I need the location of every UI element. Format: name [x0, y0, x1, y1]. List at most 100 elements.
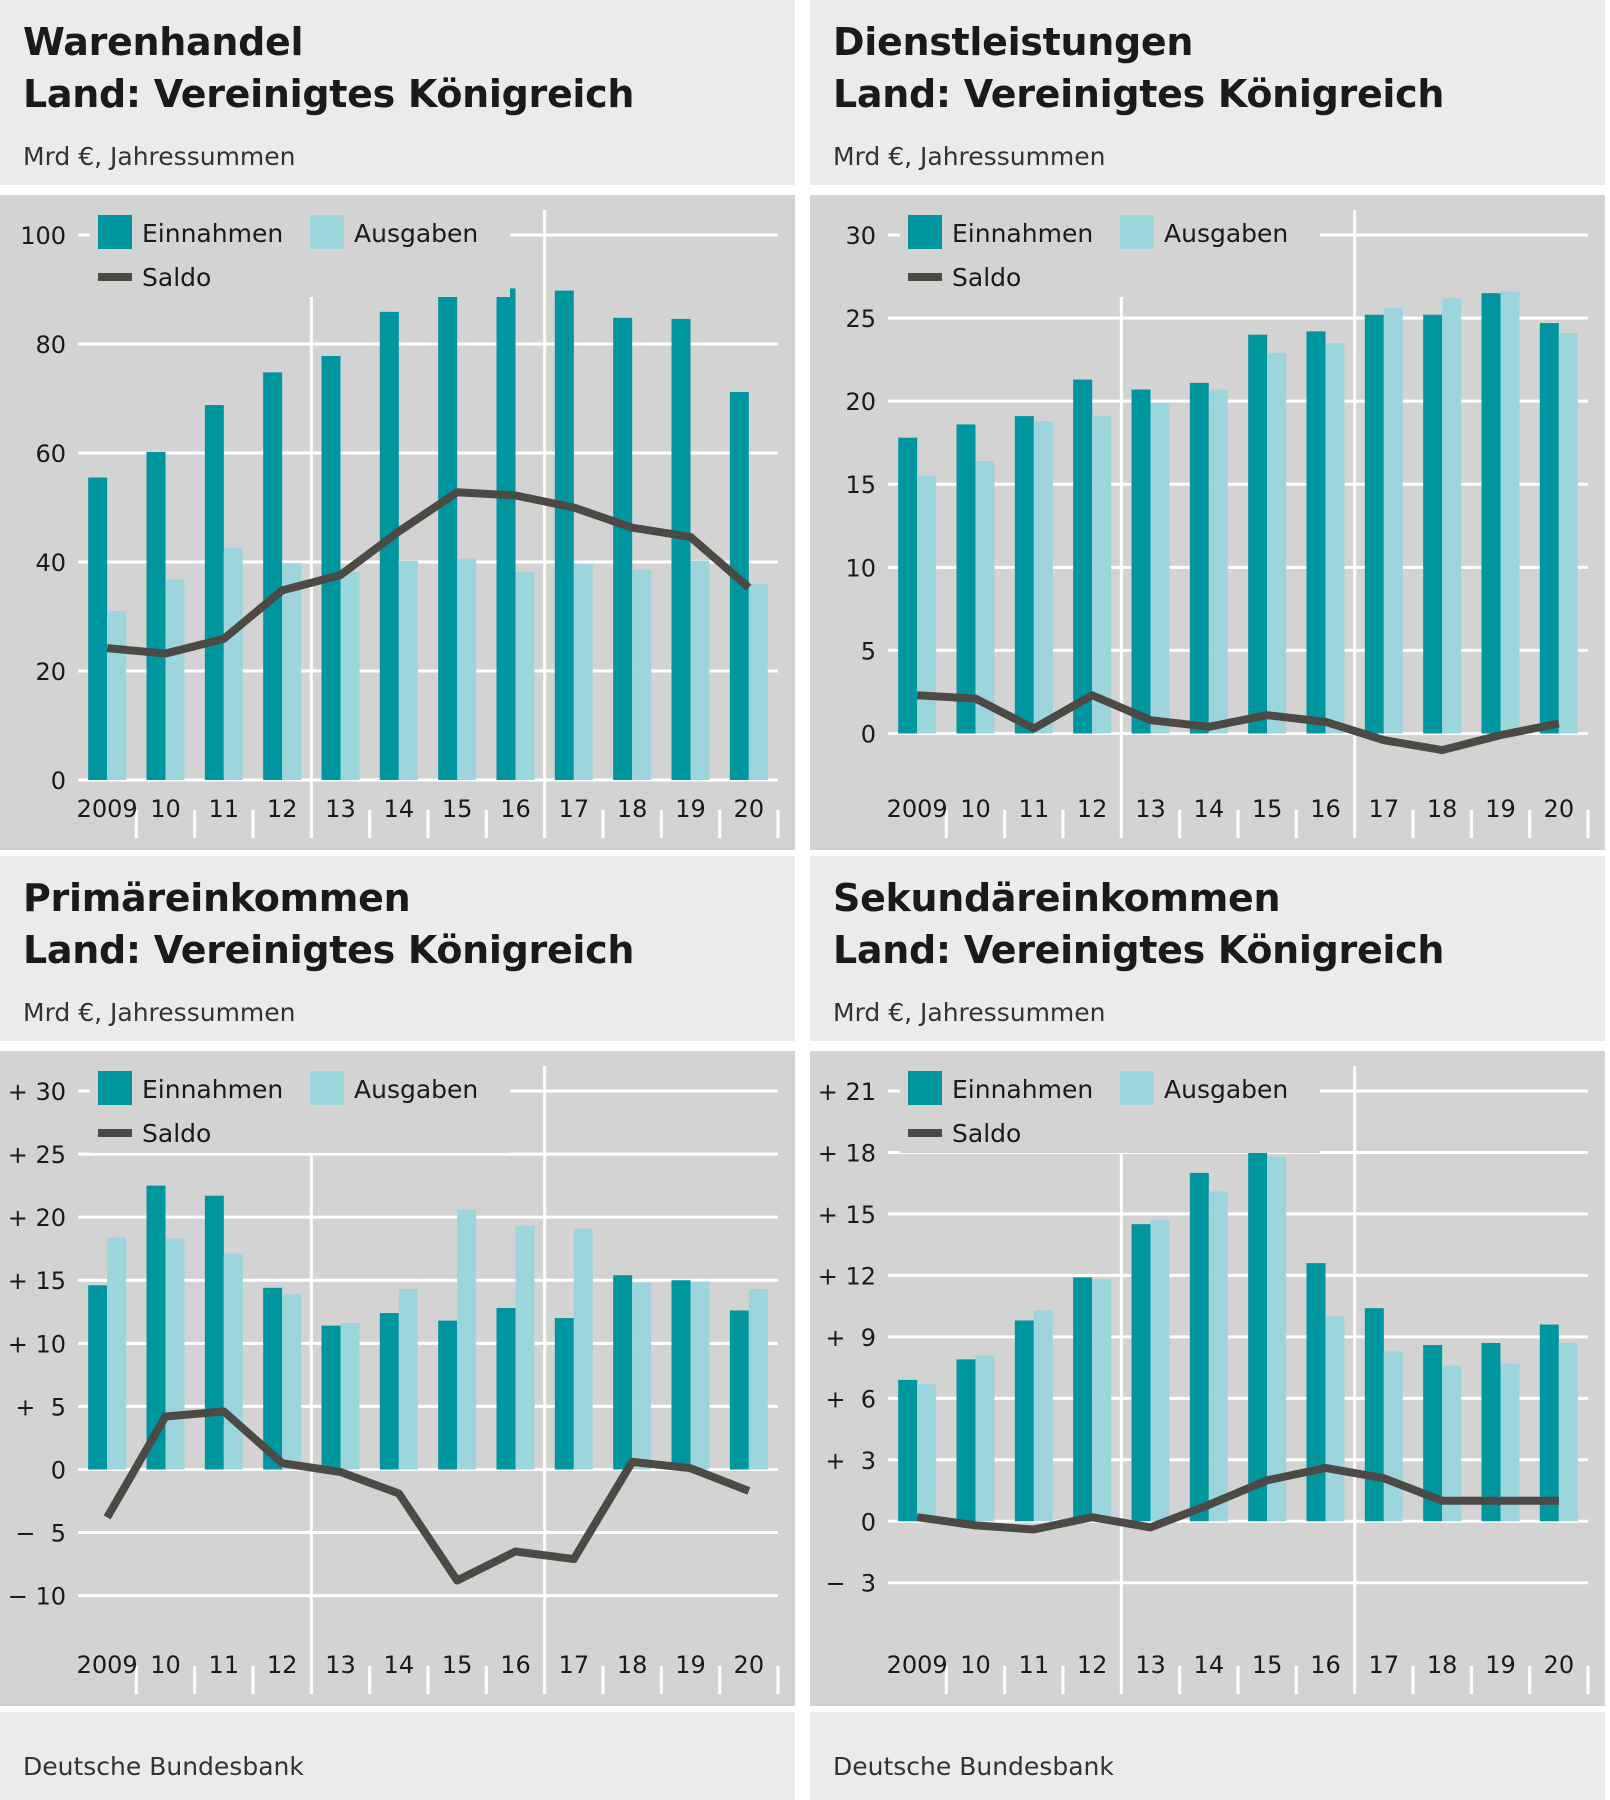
bar-ausgaben	[398, 560, 418, 780]
x-tick-label: 18	[617, 1651, 648, 1679]
bar-ausgaben	[632, 569, 652, 780]
bar-einnahmen	[263, 372, 283, 780]
bar-ausgaben	[1208, 1191, 1228, 1522]
chart-unit: Mrd €, Jahressummen	[23, 998, 296, 1027]
chart-title-line2: Land: Vereinigtes Königreich	[23, 72, 635, 116]
y-tick-label: − 3	[825, 1570, 876, 1598]
bar-ausgaben	[1150, 1220, 1170, 1522]
bar-einnahmen	[1189, 1172, 1209, 1522]
bar-ausgaben	[165, 1238, 185, 1470]
y-tick-label: + 5	[15, 1393, 66, 1421]
x-tick-label: 16	[1310, 1651, 1341, 1679]
bar-einnahmen	[1481, 293, 1501, 734]
y-tick-label: 0	[51, 1456, 66, 1484]
x-tick-label: 19	[675, 795, 706, 823]
legend-label-saldo: Saldo	[142, 1119, 211, 1148]
x-tick-label: 12	[1077, 795, 1108, 823]
bar-ausgaben	[457, 1209, 477, 1470]
bar-ausgaben	[632, 1282, 652, 1470]
chart-title: Dienstleistungen Land: Vereinigtes König…	[833, 16, 1444, 120]
bar-einnahmen	[613, 317, 633, 780]
bar-ausgaben	[107, 611, 127, 780]
y-tick-label: 80	[35, 331, 66, 359]
bar-einnahmen	[1073, 1277, 1093, 1522]
bar-einnahmen	[1539, 323, 1559, 734]
bar-einnahmen	[1364, 1308, 1384, 1522]
bar-einnahmen	[1306, 331, 1326, 734]
legend-label-einnahmen: Einnahmen	[142, 1075, 283, 1104]
y-tick-label: + 18	[818, 1139, 876, 1167]
x-tick-label: 19	[1485, 795, 1516, 823]
bar-ausgaben	[1267, 352, 1287, 734]
x-tick-label: 10	[150, 795, 181, 823]
bar-einnahmen	[956, 1359, 976, 1522]
y-tick-label: 0	[861, 720, 876, 748]
x-tick-label: 18	[1427, 795, 1458, 823]
chart-warenhandel: 0 20 40 60 80 100 2009 10 11 12 13 14 15 16 17 18 19 20 Ei…	[20, 205, 780, 838]
y-tick-label: + 3	[825, 1447, 876, 1475]
bar-einnahmen	[379, 311, 399, 780]
y-tick-label: 40	[35, 549, 66, 577]
bar-einnahmen	[321, 355, 341, 780]
x-tick-label: 13	[325, 1651, 356, 1679]
legend-swatch-einnahmen	[98, 215, 132, 249]
y-tick-label: 100	[20, 222, 66, 250]
bar-ausgaben	[1558, 1343, 1578, 1522]
chart-unit: Mrd €, Jahressummen	[23, 142, 296, 171]
bar-ausgaben	[917, 475, 937, 734]
x-tick-label: 13	[1135, 1651, 1166, 1679]
saldo-line	[106, 488, 752, 658]
footer-left: Deutsche Bundesbank	[0, 1712, 795, 1800]
bar-ausgaben	[573, 1228, 593, 1470]
bar-einnahmen	[1073, 379, 1093, 734]
x-tick-label: 2009	[77, 1651, 138, 1679]
bar-einnahmen	[88, 1285, 108, 1470]
bar-ausgaben	[1208, 389, 1228, 734]
bar-einnahmen	[956, 424, 976, 734]
y-tick-label: 0	[861, 1508, 876, 1536]
legend-swatch-ausgaben	[310, 215, 344, 249]
y-tick-label: 20	[35, 658, 66, 686]
y-tick-label: 60	[35, 440, 66, 468]
legend-label-saldo: Saldo	[952, 1119, 1021, 1148]
x-tick-label: 11	[1019, 795, 1050, 823]
x-tick-label: 18	[617, 795, 648, 823]
source-label: Deutsche Bundesbank	[23, 1752, 304, 1781]
panel-header: Warenhandel Land: Vereinigtes Königreich…	[0, 0, 795, 185]
y-tick-label: + 15	[818, 1201, 876, 1229]
legend-label-einnahmen: Einnahmen	[952, 219, 1093, 248]
plot-area: 0 20 40 60 80 100 2009 10 11 12 13 14 15 16 17 18 19 20 Ei…	[0, 195, 795, 850]
bar-einnahmen	[1423, 1345, 1443, 1522]
bar-ausgaben	[1033, 1310, 1053, 1522]
bar-ausgaben	[340, 1323, 360, 1470]
panel-header: Sekundäreinkommen Land: Vereinigtes Köni…	[810, 856, 1605, 1041]
x-tick-label: 12	[1077, 1651, 1108, 1679]
x-tick-label: 16	[500, 1651, 531, 1679]
x-tick-label: 20	[734, 795, 765, 823]
bar-ausgaben	[1558, 333, 1578, 734]
panel-header: Dienstleistungen Land: Vereinigtes König…	[810, 0, 1605, 185]
x-tick-label: 12	[267, 795, 298, 823]
bar-ausgaben	[748, 584, 768, 780]
bar-ausgaben	[690, 560, 710, 780]
legend-swatch-einnahmen	[908, 1071, 942, 1105]
saldo-line	[916, 691, 1560, 755]
chart-title-line1: Sekundäreinkommen	[833, 876, 1281, 920]
chart-title-line1: Primäreinkommen	[23, 876, 411, 920]
bar-ausgaben	[223, 547, 243, 780]
bar-ausgaben	[282, 563, 302, 780]
legend-label-ausgaben: Ausgaben	[354, 1075, 478, 1104]
bar-einnahmen	[263, 1287, 283, 1470]
y-tick-label: + 30	[8, 1078, 66, 1106]
bar-ausgaben	[1150, 402, 1170, 734]
bar-ausgaben	[515, 1225, 535, 1470]
y-tick-label: 5	[861, 637, 876, 665]
chart-title-line2: Land: Vereinigtes Königreich	[23, 928, 635, 972]
bar-einnahmen	[204, 1195, 224, 1470]
chart-title-line2: Land: Vereinigtes Königreich	[833, 72, 1445, 116]
x-tick-label: 16	[1310, 795, 1341, 823]
bar-ausgaben	[1442, 298, 1462, 734]
x-tick-label: 15	[442, 1651, 473, 1679]
x-tick-label: 20	[1544, 1651, 1575, 1679]
bar-einnahmen	[671, 1280, 691, 1470]
